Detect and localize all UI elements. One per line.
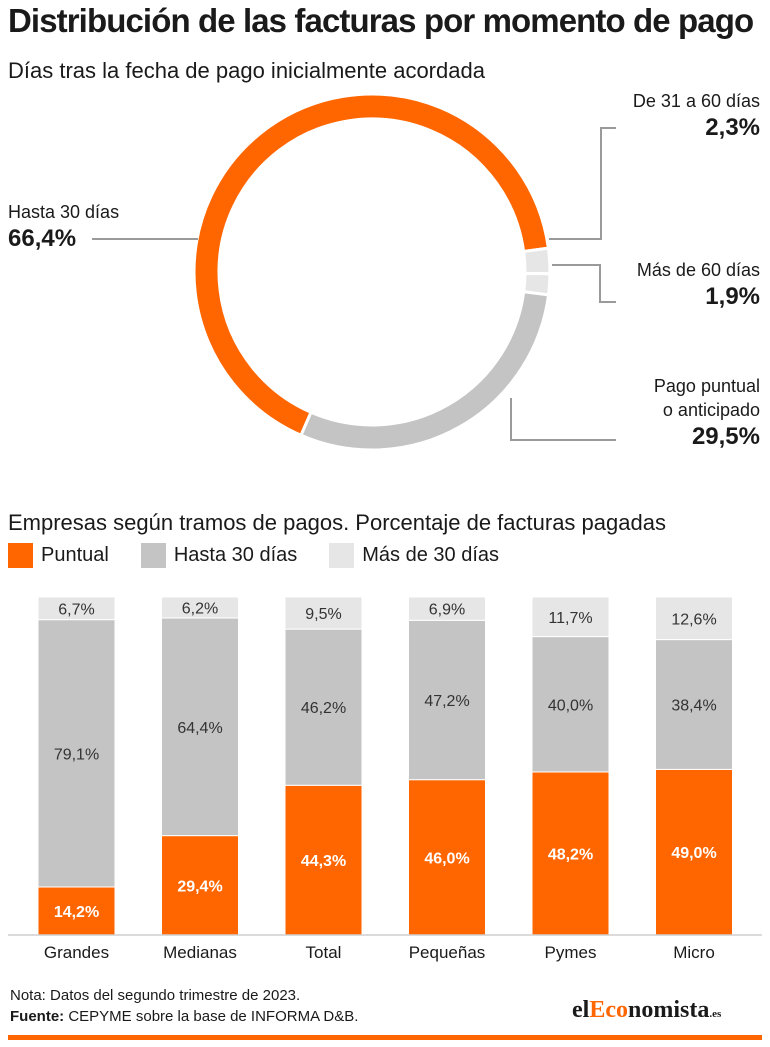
legend-swatch-light-gray [329,543,355,568]
bar-data-label: 12,6% [671,611,716,628]
bar-chart-legend: Puntual Hasta 30 días Más de 30 días [8,543,531,568]
bar-data-label: 14,2% [54,904,99,921]
donut-chart [92,92,616,452]
bar-data-label: 38,4% [671,697,716,714]
category-label: Pymes [545,943,597,962]
eleconomista-logo: elEconomista.es [572,997,721,1024]
logo-part: el [572,997,590,1023]
logo-suffix: .es [709,1008,722,1020]
category-label: Grandes [44,943,109,962]
legend-label: Más de 30 días [362,544,500,566]
bar-segment-puntual [408,779,486,936]
leader-line-31-60 [549,127,616,240]
callout-value: 1,9% [705,283,760,310]
legend-label: Hasta 30 días [173,544,298,566]
bar-segment-puntual [531,771,610,936]
bar-data-label: 47,2% [424,693,469,710]
legend-label: Puntual [41,544,109,566]
note-text: Nota: Datos del segundo trimestre de 202… [10,987,301,1004]
bar-data-label: 46,2% [301,700,346,717]
source-body: CEPYME sobre la base de INFORMA D&B. [64,1008,359,1025]
donut-slice-puntual [299,290,551,452]
callout-label: Más de 60 días [636,260,760,280]
callout-31-60: De 31 a 60 días 2,3% [633,89,760,143]
bar-segment-mas-30 [37,596,116,621]
callout-label-line2: o anticipado [662,400,760,420]
category-label: Pequeñas [409,943,486,962]
bar-segment-hasta-30 [655,639,733,770]
callout-value: 66,4% [8,225,77,252]
category-label: Total [306,943,342,962]
bar-data-label: 29,4% [177,878,222,895]
legend-item-hasta-30: Hasta 30 días [140,543,298,568]
page-subtitle: Días tras la fecha de pago inicialmente … [8,58,485,83]
callout-hasta-30: Hasta 30 días 66,4% [8,200,119,254]
bar-segment-puntual [655,768,733,936]
category-label: Medianas [163,943,237,962]
donut-slice-hasta-30 [192,92,551,438]
bar-segment-puntual [161,835,239,936]
page-title: Distribución de las facturas por momento… [8,2,754,39]
source-text: Fuente: CEPYME sobre la base de INFORMA … [10,1006,358,1027]
bar-segment-hasta-30 [531,636,610,773]
bar-segment-hasta-30 [37,619,116,888]
callout-puntual: Pago puntual o anticipado 29,5% [654,374,760,452]
bar-segment-mas-30 [284,596,363,630]
stacked-bar-chart: 14,2% 79,1% 6,7% Grandes 29,4% 64,4% 6,2% Media… [8,596,762,962]
bar-segment-mas-30 [655,596,733,641]
bar-segment-hasta-30 [408,619,486,781]
bar-chart-title: Empresas según tramos de pagos. Porcenta… [8,510,666,535]
bar-data-label: 46,0% [424,850,469,867]
bar-data-label: 9,5% [305,606,341,623]
bottom-accent-rule [8,1035,762,1040]
bar-data-label: 44,3% [301,853,346,870]
bar-segment-hasta-30 [161,617,239,837]
bar-data-label: 49,0% [671,845,716,862]
bar-data-label: 6,9% [429,602,465,619]
callout-label: De 31 a 60 días [632,91,760,111]
bar-segment-mas-30 [531,596,610,638]
leader-line-puntual [510,398,616,441]
bar-data-label: 11,7% [548,610,592,627]
bar-data-label: 79,1% [54,746,99,763]
callout-value: 2,3% [705,114,760,141]
callout-label: Hasta 30 días [8,202,120,222]
legend-item-mas-30: Más de 30 días [329,543,499,568]
callout-mas-60: Más de 60 días 1,9% [637,258,760,312]
footnote: Nota: Datos del segundo trimestre de 202… [10,985,358,1027]
logo-part-highlight: Eco [589,997,628,1023]
callout-label-line1: Pago puntual [653,376,760,396]
bar-data-label: 6,7% [58,601,94,618]
category-label: Micro [673,943,715,962]
bar-data-label: 48,2% [548,846,593,863]
bar-data-label: 64,4% [177,720,222,737]
source-label: Fuente: [10,1008,65,1025]
bar-segment-mas-30 [408,596,486,621]
logo-part: nomista [628,997,710,1023]
bar-segment-mas-30 [161,596,239,619]
bar-data-label: 40,0% [548,697,593,714]
legend-swatch-orange [8,543,33,568]
callout-value: 29,5% [691,423,760,450]
leader-line-mas-60 [552,264,616,303]
legend-swatch-gray [140,543,166,568]
bar-data-label: 6,2% [182,600,218,617]
legend-item-puntual: Puntual [8,543,109,568]
